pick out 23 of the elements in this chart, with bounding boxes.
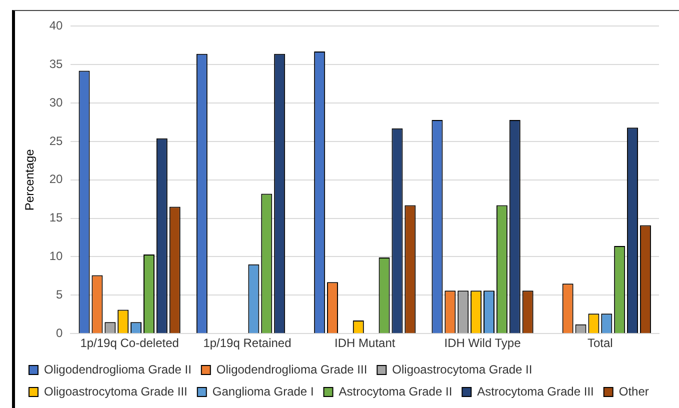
legend-label: Ganglioma Grade I xyxy=(212,384,314,398)
y-tick-label: 10 xyxy=(49,249,64,264)
x-tick-label: IDH Wild Type xyxy=(444,336,522,350)
y-tick-label: 15 xyxy=(49,210,64,225)
legend-label: Oligoastrocytoma Grade II xyxy=(392,362,532,376)
x-tick-label: Total xyxy=(587,336,613,350)
y-tick-label: 20 xyxy=(49,172,64,186)
y-tick-label: 25 xyxy=(49,134,64,148)
legend-label: Oligodendroglioma Grade II xyxy=(44,362,192,376)
legend-label: Other xyxy=(618,384,649,398)
legend-label: Oligodendroglioma Grade III xyxy=(216,362,368,376)
legend-label: Oligoastrocytoma Grade III xyxy=(44,384,188,398)
legend-label: Astrocytoma Grade III xyxy=(477,384,594,398)
y-tick-label: 30 xyxy=(49,95,64,110)
legend-label: Astrocytoma Grade II xyxy=(338,384,452,398)
y-axis-title: Percentage xyxy=(22,148,37,211)
y-tick-label: 35 xyxy=(49,56,64,71)
x-tick-label: IDH Mutant xyxy=(334,336,396,350)
x-tick-label: 1p/19q Retained xyxy=(203,336,292,350)
y-tick-label: 40 xyxy=(49,18,64,33)
y-tick-label: 0 xyxy=(56,326,64,340)
y-tick-label: 5 xyxy=(56,287,64,302)
x-tick-label: 1p/19q Co-deleted xyxy=(80,336,179,350)
